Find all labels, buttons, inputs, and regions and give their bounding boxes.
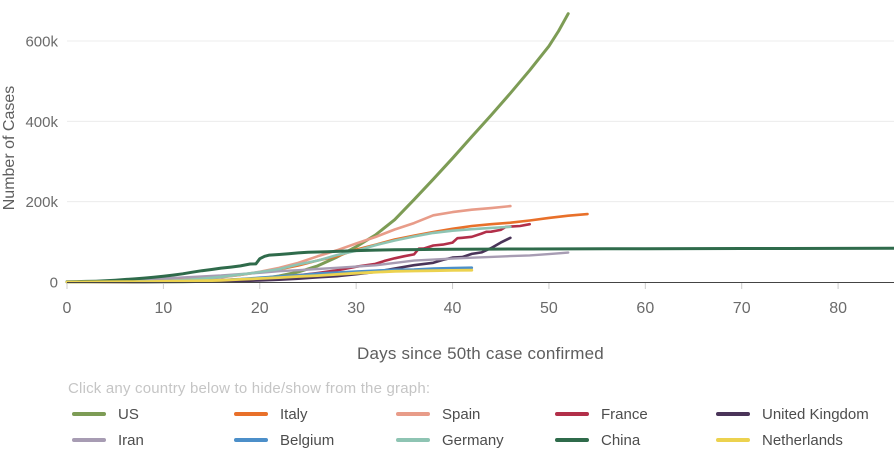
legend-item-france[interactable]: France [555,404,716,424]
legend-item-china[interactable]: China [555,430,716,450]
x-tick-label: 80 [829,300,847,317]
line-chart: 0 200k 400k 600k 0 10 20 30 40 50 60 70 80 Number o… [1,12,894,317]
x-tick-label: 20 [251,300,269,317]
legend-label: Germany [442,431,504,449]
legend-item-italy[interactable]: Italy [234,404,396,424]
x-tick-label: 0 [63,300,72,317]
legend-label: Belgium [280,431,335,449]
legend-label: US [118,405,139,423]
legend-item-united-kingdom[interactable]: United Kingdom [716,404,869,424]
gridlines [67,40,894,203]
x-tick-label: 60 [636,300,654,317]
legend-swatch-france [555,412,589,416]
x-tick-label: 10 [154,300,172,317]
y-tick-label: 600k [25,34,58,51]
legend-item-iran[interactable]: Iran [72,430,234,450]
legend-item-spain[interactable]: Spain [396,404,555,424]
x-tick-label: 50 [540,300,558,317]
y-tick-label: 0 [50,275,58,292]
legend-label: United Kingdom [762,405,869,423]
legend-swatch-iran [72,438,106,442]
series-line-china [65,246,894,284]
y-axis-tick-labels: 0 200k 400k 600k [25,34,58,292]
legend-item-netherlands[interactable]: Netherlands [716,430,869,450]
legend-label: Netherlands [762,431,843,449]
legend-label: Iran [118,431,144,449]
x-axis-tick-labels: 0 10 20 30 40 50 60 70 80 [63,300,848,317]
y-axis-title: Number of Cases [1,86,18,211]
x-tick-label: 40 [444,300,462,317]
legend-item-us[interactable]: US [72,404,234,424]
x-tick-label: 70 [733,300,751,317]
legend-label: Italy [280,405,308,423]
x-tick-label: 30 [347,300,365,317]
series-line-netherlands [65,268,474,284]
legend-label: China [601,431,641,449]
y-tick-label: 400k [25,114,58,131]
y-tick-label: 200k [25,194,58,211]
legend-item-germany[interactable]: Germany [396,430,555,450]
legend-label: France [601,405,648,423]
x-axis-title: Days since 50th case confirmed [357,344,604,363]
legend-swatch-united-kingdom [716,412,750,416]
legend-label: Spain [442,405,481,423]
legend-swatch-italy [234,412,268,416]
legend-swatch-netherlands [716,438,750,442]
legend-swatch-germany [396,438,430,442]
series-lines [65,12,894,284]
legend-hint: Click any country below to hide/show fro… [68,380,431,397]
legend: US Italy Spain France United Kingdom Iran Belg… [72,404,869,450]
legend-swatch-china [555,438,589,442]
series-line-us [65,12,570,284]
legend-swatch-belgium [234,438,268,442]
x-axis [66,282,894,289]
legend-swatch-us [72,412,106,416]
legend-swatch-spain [396,412,430,416]
legend-item-belgium[interactable]: Belgium [234,430,396,450]
